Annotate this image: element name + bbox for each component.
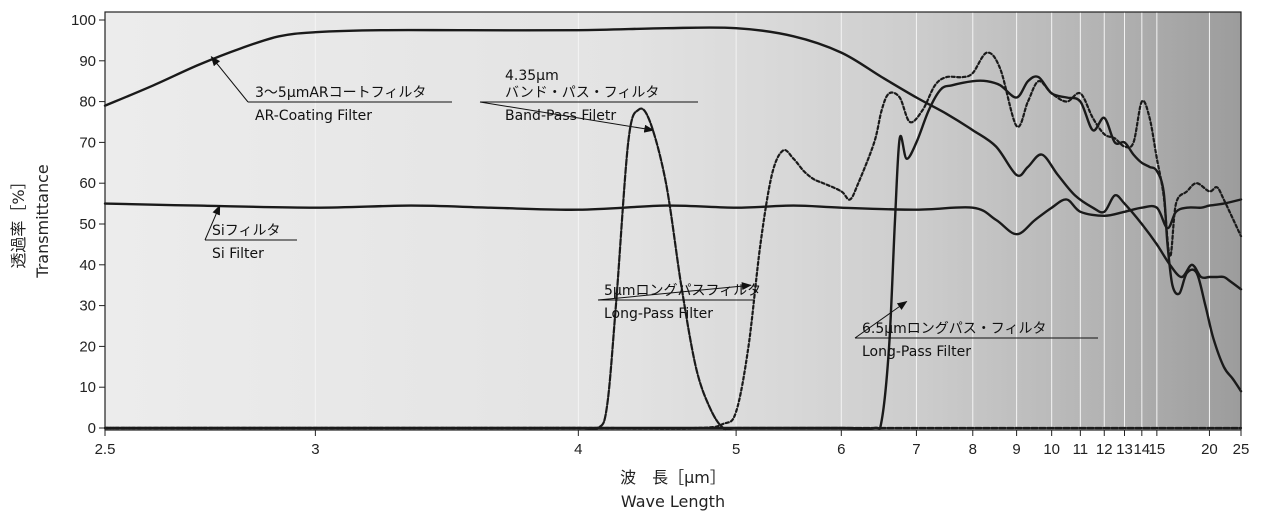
annotation-arrow <box>204 204 221 241</box>
annotation-5: 6.5μmロングパス・フィルタ Long-Pass Filter <box>854 300 1098 360</box>
series-curves <box>103 26 1243 431</box>
annotation-label-en: AR-Coating Filter <box>255 108 372 124</box>
x-tick-label: 11 <box>1073 441 1089 458</box>
annotation-label-en: Long-Pass Filter <box>862 344 971 360</box>
series-line-5 <box>103 75 1243 430</box>
annotation-1: 3〜5μmARコートフィルタ AR-Coating Filter <box>210 55 452 124</box>
x-tick-label: 8 <box>969 441 977 458</box>
series-annotations: 3〜5μmARコートフィルタ AR-Coating Filter 4.35μmバンド… <box>204 55 1098 360</box>
annotation-arrow <box>854 300 908 339</box>
x-tick-label: 7 <box>912 441 920 458</box>
y-tick-label: 40 <box>79 257 96 274</box>
x-tick-label: 12 <box>1096 441 1113 458</box>
annotation-label-jp: Siフィルタ <box>212 223 281 239</box>
x-tick-label: 5 <box>732 441 740 458</box>
y-tick-label: 60 <box>79 175 96 192</box>
series-line-4 <box>103 51 1243 430</box>
x-tick-label: 15 <box>1149 441 1166 458</box>
annotation-label-en: Long-Pass Filter <box>604 306 713 322</box>
y-tick-label: 50 <box>79 216 96 233</box>
x-axis-title: Wave Length <box>621 492 725 511</box>
grid-lines <box>314 12 1210 430</box>
y-tick-label: 30 <box>79 298 96 315</box>
x-tick-label: 6 <box>837 441 845 458</box>
annotation-label-jp: 4.35μm <box>505 68 559 84</box>
annotation-label-jp: 5μmロングパスフィルタ <box>604 283 761 299</box>
x-tick-label: 14 <box>1133 441 1150 458</box>
y-tick-label: 70 <box>79 134 96 151</box>
y-tick-label: 0 <box>88 420 96 437</box>
y-tick-label: 10 <box>79 379 96 396</box>
series-line-1 <box>103 26 1243 291</box>
x-tick-label: 3 <box>311 441 319 458</box>
x-tick-label: 4 <box>574 441 582 458</box>
annotation-arrow <box>479 101 655 133</box>
x-axis-title-jp: 波 長［μm］ <box>620 468 726 487</box>
annotation-3: Siフィルタ Si Filter <box>204 204 297 262</box>
x-tick-label: 9 <box>1012 441 1020 458</box>
x-tick-label: 10 <box>1043 441 1060 458</box>
y-tick-label: 20 <box>79 338 96 355</box>
annotation-label-jp: バンド・パス・フィルタ <box>505 85 659 101</box>
x-tick-label: 13 <box>1116 441 1133 458</box>
annotation-label-en: Si Filter <box>212 246 264 262</box>
series-line-2 <box>103 198 1243 236</box>
annotation-arrow <box>597 282 752 301</box>
y-tick-label: 100 <box>71 12 96 29</box>
y-axis-title-jp: 透過率［%］ <box>9 173 28 268</box>
x-tick-label: 25 <box>1233 441 1250 458</box>
plot-frame <box>104 11 1242 431</box>
x-tick-label: 2.5 <box>95 441 116 458</box>
y-axis-ticks: 0 10 20 30 40 50 60 70 80 90 100 <box>71 12 105 437</box>
annotation-label-en: Band-Pass Filetr <box>505 108 616 124</box>
annotation-4: 5μmロングパスフィルタ Long-Pass Filter <box>597 282 761 322</box>
annotation-arrow <box>210 55 249 103</box>
y-tick-label: 80 <box>79 94 96 111</box>
y-tick-label: 90 <box>79 53 96 70</box>
x-tick-label: 20 <box>1201 441 1218 458</box>
annotation-label-jp: 6.5μmロングパス・フィルタ <box>862 321 1047 337</box>
annotation-label-jp: 3〜5μmARコートフィルタ <box>255 85 426 101</box>
y-axis-title: Transmittance <box>33 164 52 278</box>
